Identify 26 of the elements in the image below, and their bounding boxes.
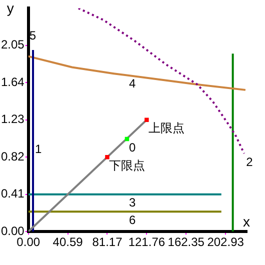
annotation: 2	[246, 154, 254, 169]
annotation: 6	[128, 212, 136, 227]
x-tick-label: 81.17	[92, 235, 123, 250]
y-tick-label: 1.64	[0, 74, 25, 89]
y-tick-label: 2.05	[0, 38, 25, 52]
annotation: 下限点	[109, 158, 146, 172]
y-tick-label: 0.82	[0, 149, 25, 164]
line-series	[77, 8, 246, 154]
x-tick-label: 202.93	[207, 235, 244, 250]
point	[105, 155, 110, 160]
annotation: 5	[29, 28, 36, 43]
y-axis-title: y	[6, 0, 14, 16]
x-tick-label: 162.35	[168, 235, 205, 250]
annotation: 上限点	[148, 121, 185, 136]
y-tick-label: 0.41	[0, 186, 25, 201]
x-tick-label: 121.76	[128, 235, 166, 250]
annotation: 1	[35, 142, 42, 156]
annotation: 3	[128, 196, 136, 210]
y-tick-label: 0.00	[0, 224, 25, 238]
x-axis-title: x	[243, 213, 250, 230]
point	[144, 118, 149, 122]
annotation: 4	[128, 76, 136, 91]
x-tick-label: 0.00	[16, 235, 40, 250]
annotation: 0	[128, 140, 136, 154]
y-tick-label: 1.23	[0, 112, 25, 126]
x-tick-label: 40.59	[52, 235, 84, 250]
